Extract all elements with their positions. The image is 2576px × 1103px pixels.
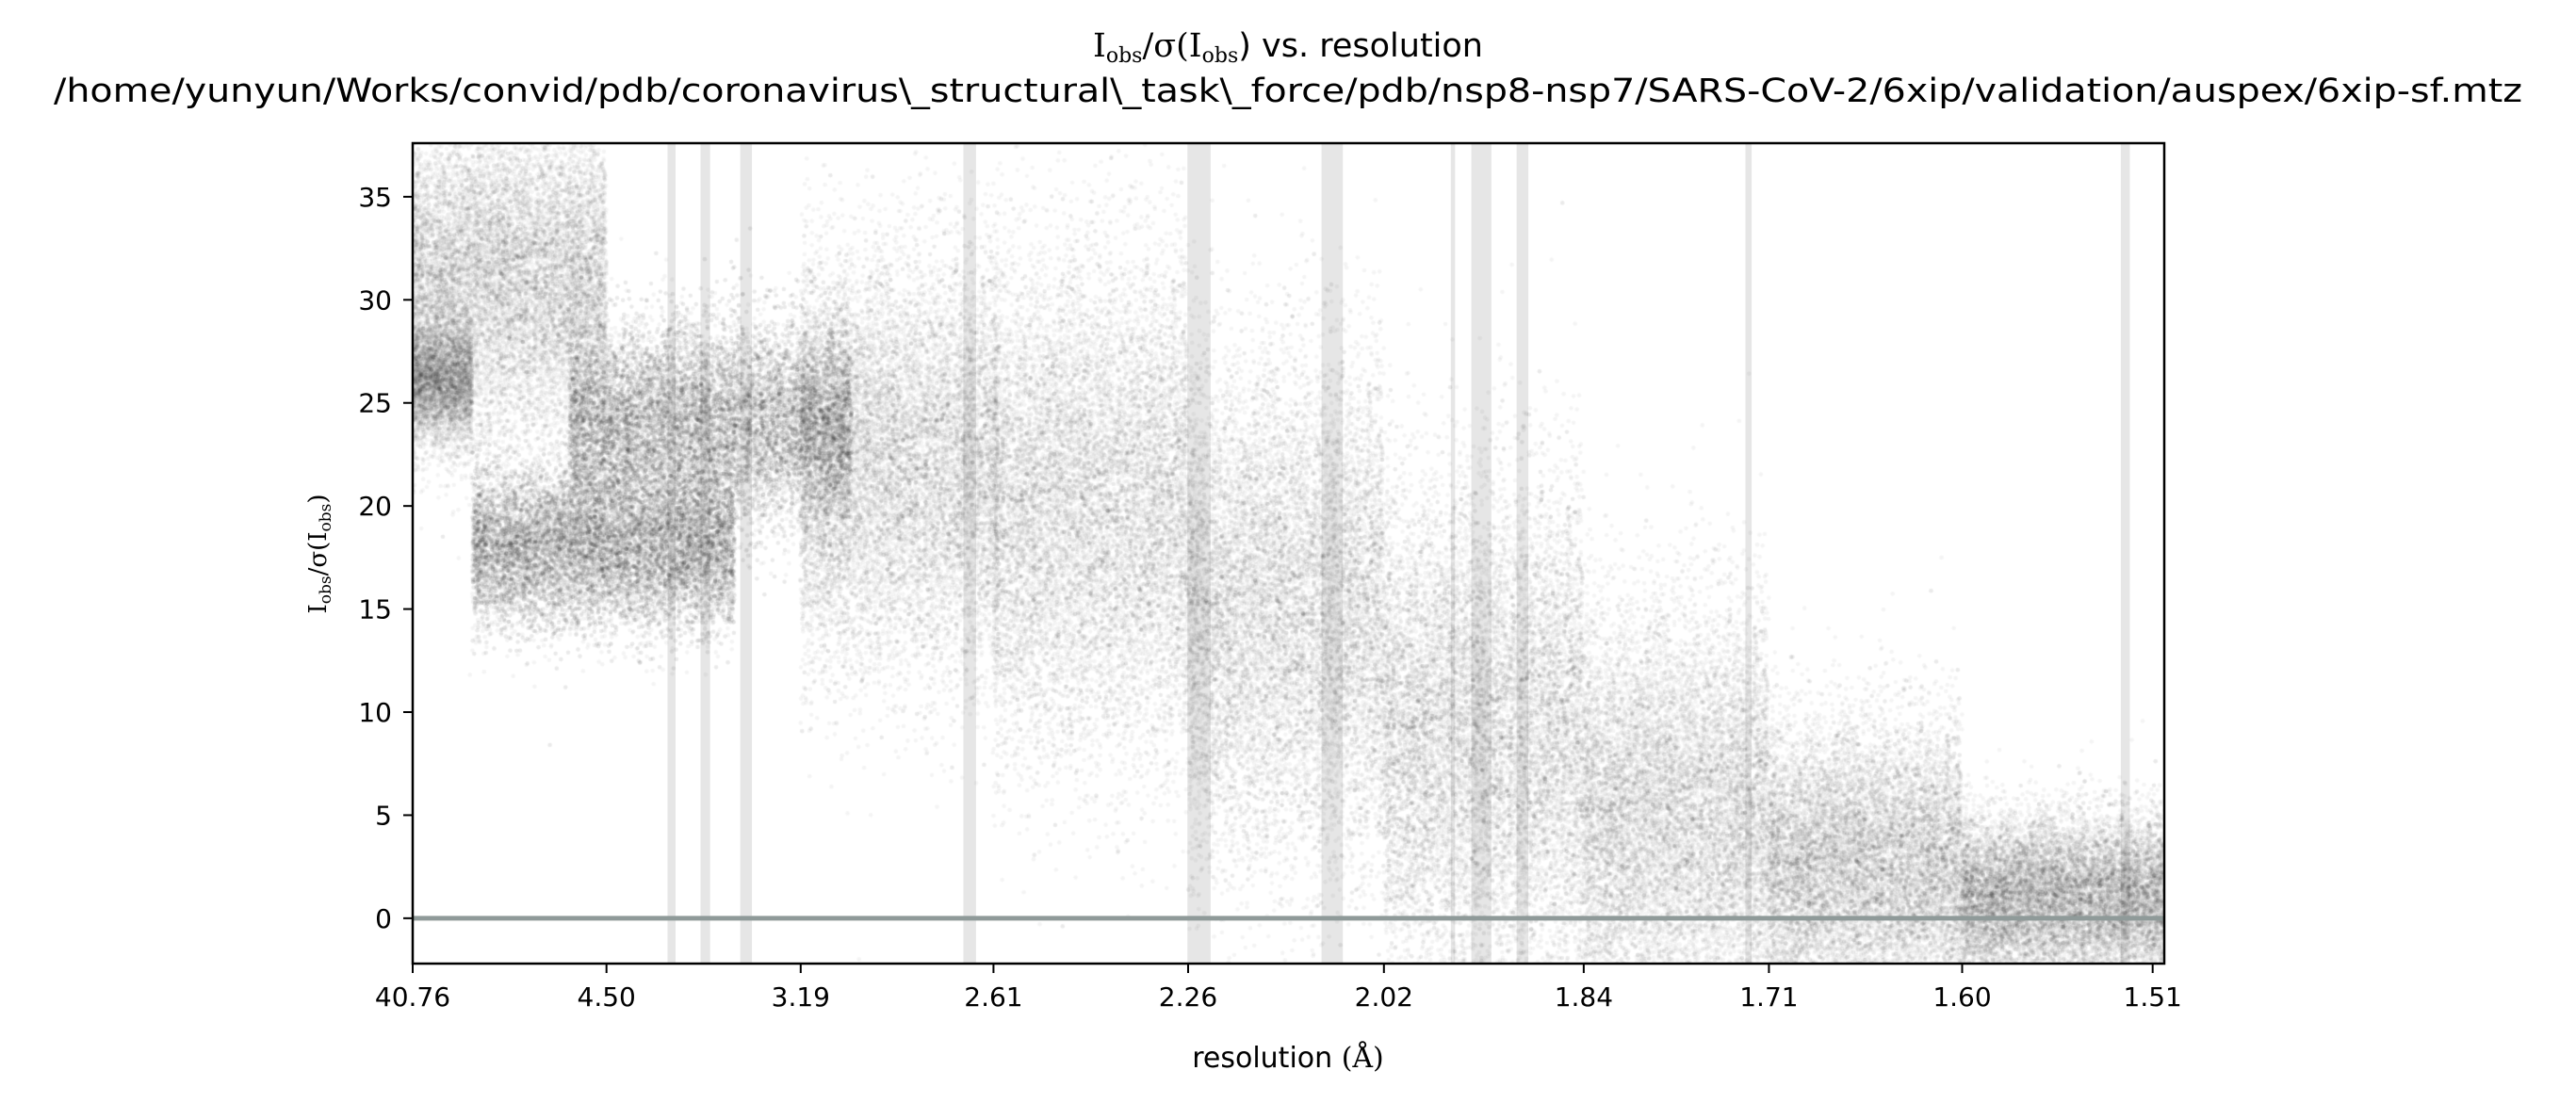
ylabel-sub2: obs: [317, 504, 335, 532]
y-tick-label: 35: [358, 182, 392, 213]
scatter-points: [413, 143, 2164, 964]
x-tick-label: 3.19: [772, 981, 830, 1013]
y-tick-label: 0: [375, 903, 392, 934]
y-tick-label: 5: [375, 800, 392, 831]
x-tick-label: 2.61: [964, 981, 1022, 1013]
x-tick-label: 1.51: [2124, 981, 2182, 1013]
x-axis-label-text: resolution: [1192, 1042, 1341, 1075]
y-axis-label: Iobs/σ(Iobs): [304, 494, 335, 613]
ylabel-end: ): [304, 494, 333, 503]
y-tick-label: 20: [358, 491, 392, 522]
chart-title: Iobs/σ(Iobs) vs. resolution: [1093, 27, 1483, 68]
x-tick-label: 2.02: [1355, 981, 1413, 1013]
y-tick-label: 25: [358, 388, 392, 419]
y-tick-label: 30: [358, 284, 392, 316]
ylabel-i: I: [304, 604, 333, 613]
y-tick-label: 15: [358, 594, 392, 625]
x-tick-label: 1.60: [1932, 981, 1991, 1013]
x-tick-label: 2.26: [1159, 981, 1217, 1013]
x-axis: 40.76 4.50 3.19 2.61 2.26 2.02 1.84 1.71 1.60 1.5…: [375, 964, 2182, 1013]
title-end: ) vs. resolution: [1238, 27, 1483, 65]
y-axis: 0 5 10 15 20 25 30 35: [358, 182, 413, 934]
title-i: I: [1093, 27, 1106, 65]
x-tick-label: 4.50: [578, 981, 636, 1013]
x-axis-label-unit: (Å): [1342, 1041, 1384, 1075]
x-tick-label: 1.84: [1555, 981, 1613, 1013]
x-tick-label: 1.71: [1739, 981, 1798, 1013]
x-axis-label: resolution (Å): [1192, 1041, 1384, 1075]
ylabel-mid: /σ(I: [304, 531, 333, 576]
title-sub2: obs: [1202, 44, 1239, 68]
plot-area: [411, 141, 2166, 965]
title-mid: /σ(I: [1142, 27, 1201, 65]
y-tick-label: 10: [358, 697, 392, 728]
x-tick-label: 40.76: [375, 981, 450, 1013]
ylabel-sub1: obs: [317, 576, 335, 604]
plot-frame: [411, 141, 2166, 965]
chart-subtitle: /home/yunyun/Works/convid/pdb/coronaviru…: [54, 73, 2522, 110]
title-sub1: obs: [1106, 44, 1143, 68]
